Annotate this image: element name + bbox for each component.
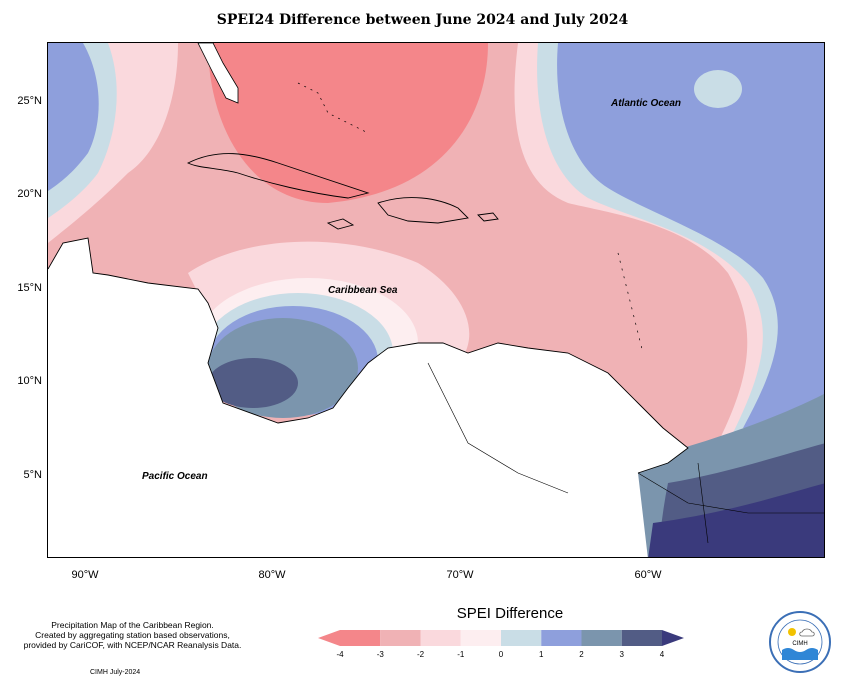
credits-line-3: provided by CariCOF, with NCEP/NCAR Rean…	[23, 640, 242, 650]
lon-tick-60: 60°W	[634, 569, 662, 581]
lon-tick-80: 80°W	[258, 569, 286, 581]
lat-tick-20: 20°N	[17, 188, 42, 200]
spei-map	[48, 43, 824, 557]
map-title: SPEI24 Difference between June 2024 and …	[216, 12, 629, 28]
legend-tick: -4	[336, 650, 344, 659]
issue-label: CIMH July-2024	[90, 669, 141, 676]
legend-tick: 0	[498, 650, 504, 659]
borders	[427, 362, 824, 544]
legend-cell-1	[340, 630, 381, 646]
coastline	[48, 237, 689, 474]
legend-cell-2	[380, 630, 421, 646]
lon-tick-90: 90°W	[71, 569, 99, 581]
legend-cell-8	[621, 630, 662, 646]
lat-tick-10: 10°N	[17, 375, 42, 387]
cimh-logo: CIMH	[768, 610, 832, 674]
field-pale-blue-spot	[694, 70, 742, 108]
pacific-ocean-label: Pacific Ocean	[142, 471, 208, 482]
legend-tick: -3	[376, 650, 384, 659]
legend-tick: -1	[457, 650, 465, 659]
cimh-logo-icon: CIMH	[769, 611, 831, 673]
legend-cell-5	[501, 630, 542, 646]
lat-tick-15: 15°N	[17, 282, 42, 294]
credits-text: Precipitation Map of the Caribbean Regio…	[10, 620, 255, 650]
field-blue-atlantic	[557, 43, 824, 443]
legend-cell-4	[460, 630, 501, 646]
caribbean-sea-label: Caribbean Sea	[328, 285, 398, 296]
map-area	[47, 42, 825, 558]
legend-tick: 2	[579, 650, 584, 659]
lat-tick-5: 5°N	[23, 469, 42, 481]
lesser-antilles	[617, 252, 644, 354]
legend-tick: 3	[619, 650, 624, 659]
legend-cell-7	[581, 630, 622, 646]
field-indigo-guiana	[648, 483, 824, 557]
bahamas	[297, 82, 369, 134]
lat-tick-25: 25°N	[17, 95, 42, 107]
legend-cell-3	[420, 630, 461, 646]
legend-title: SPEI Difference	[456, 605, 564, 622]
credits-line-2: Created by aggregating station based obs…	[35, 630, 230, 640]
legend-tick: 1	[539, 650, 544, 659]
legend-tick: -2	[416, 650, 425, 659]
legend-cell-0	[318, 630, 340, 646]
svg-text:CIMH: CIMH	[792, 641, 807, 647]
puerto-rico-outline	[477, 212, 499, 222]
atlantic-ocean-label: Atlantic Ocean	[611, 98, 682, 109]
lon-tick-70: 70°W	[446, 569, 474, 581]
jamaica-outline	[326, 218, 355, 230]
credits-line-1: Precipitation Map of the Caribbean Regio…	[51, 620, 214, 630]
legend-tick: 4	[659, 650, 665, 659]
field-slate-carib	[208, 358, 298, 408]
legend-cell-last	[662, 630, 684, 646]
land-florida	[197, 43, 239, 104]
hispaniola-outline	[377, 197, 469, 224]
legend-cell-6	[541, 630, 582, 646]
legend-colorbar	[318, 630, 684, 646]
cuba-outline	[186, 153, 370, 199]
field-blue-gulf	[48, 43, 99, 191]
